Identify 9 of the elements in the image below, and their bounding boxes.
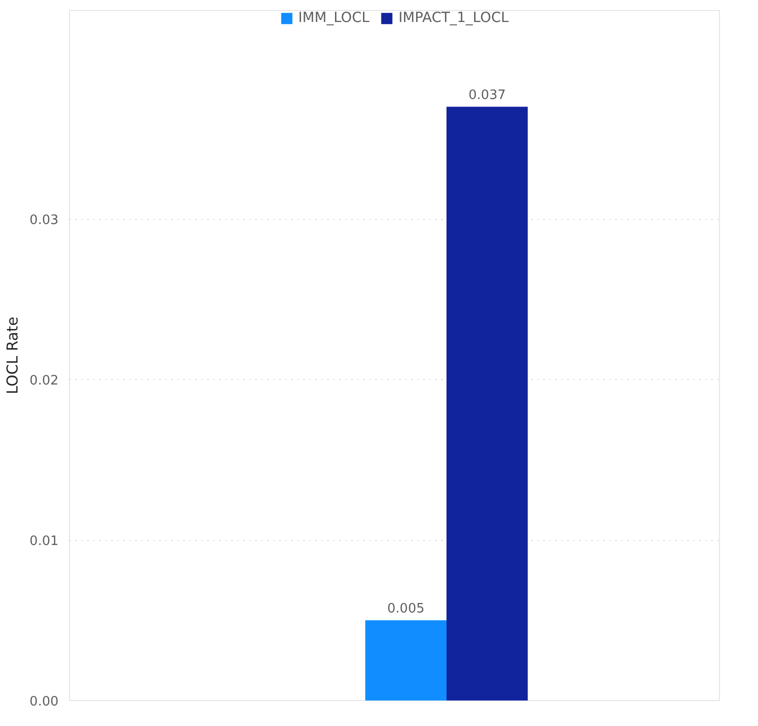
data-label: 0.037 [468,88,506,103]
y-tick-label: 0.03 [30,213,59,228]
data-label: 0.005 [387,601,424,616]
y-axis-title: LOCL Rate [4,316,22,394]
legend-label: IMPACT_1_LOCL [398,10,509,26]
y-tick-label: 0.01 [30,534,59,550]
legend-label: IMM_LOCL [298,10,370,26]
y-tick-label: 0.02 [30,374,59,389]
y-tick-label: 0.00 [30,694,59,710]
